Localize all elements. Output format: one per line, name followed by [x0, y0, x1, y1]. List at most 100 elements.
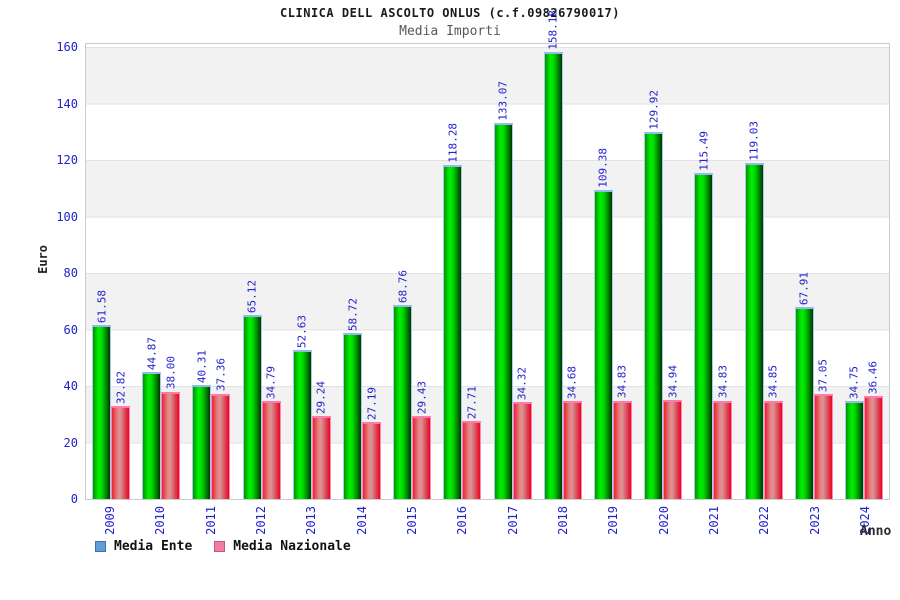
- y-tick-label-140: 140: [56, 96, 78, 111]
- y-tick-label-160: 160: [56, 40, 78, 54]
- x-tick-label-2013: 2013: [304, 506, 319, 535]
- bar-value-label: 109.38: [596, 148, 610, 188]
- bar-value-label: 34.75: [847, 365, 861, 399]
- x-tick-label-2011: 2011: [203, 506, 218, 535]
- x-tick-label-2015: 2015: [405, 506, 420, 535]
- media-nazionale-bar-2021: 34.83: [713, 365, 733, 499]
- bar-value-label: 133.07: [496, 81, 510, 122]
- bar-group-2012: 65.12 34.79: [237, 44, 287, 499]
- bar-value-label: 34.83: [716, 365, 730, 399]
- bar-value-label: 34.79: [264, 365, 278, 399]
- x-tick-label-2017: 2017: [505, 506, 520, 535]
- media-nazionale-bar-2011: 37.36: [211, 358, 231, 499]
- bar-value-label: 68.76: [396, 269, 410, 303]
- media-ente-bar-2010: 44.87: [142, 337, 162, 499]
- media-nazionale-bar-2009: 32.82: [111, 371, 131, 499]
- bar-value-label: 61.58: [95, 289, 109, 323]
- legend-item-media-nazionale: Media Nazionale: [214, 539, 351, 554]
- media-nazionale-swatch-icon: [214, 541, 226, 552]
- bar-value-label: 52.63: [295, 315, 309, 349]
- x-tick-label-2012: 2012: [254, 506, 269, 535]
- media-ente-bar-2009: 61.58: [92, 290, 112, 499]
- media-nazionale-bar-2022: 34.85: [763, 365, 783, 499]
- x-tick-label-2009: 2009: [103, 506, 118, 535]
- bar-value-label: 34.68: [565, 365, 579, 399]
- y-tick-label-120: 120: [56, 153, 78, 167]
- media-ente-bar-2019: 109.38: [593, 148, 613, 499]
- y-tick-label-100: 100: [56, 209, 78, 224]
- bar-value-label: 29.43: [415, 380, 429, 414]
- media-nazionale-bar-2024: 36.46: [863, 361, 883, 499]
- bar-group-2009: 61.58 32.82: [86, 44, 136, 499]
- bar-value-label: 58.72: [346, 297, 360, 332]
- y-tick-label-20: 20: [63, 435, 78, 450]
- bar-value-label: 158.18: [546, 10, 560, 51]
- bar-group-2015: 68.76 29.43: [387, 44, 437, 499]
- bar-value-label: 119.03: [747, 120, 761, 161]
- media-nazionale-bar-2013: 29.24: [311, 381, 331, 499]
- media-ente-bar-2015: 68.76: [393, 270, 413, 499]
- media-ente-bar-2017: 133.07: [493, 81, 513, 499]
- bar-value-label: 65.12: [245, 279, 259, 313]
- media-nazionale-bar-2016: 27.71: [462, 386, 482, 499]
- media-ente-bar-2023: 67.91: [794, 272, 814, 499]
- media-ente-swatch-icon: [95, 541, 106, 552]
- legend: Media Ente Media Nazionale: [95, 539, 351, 554]
- media-nazionale-bar-2018: 34.68: [562, 366, 582, 499]
- media-ente-bar-2016: 118.28: [443, 123, 463, 499]
- media-ente-bar-2012: 65.12: [242, 280, 262, 499]
- media-nazionale-bar-2012: 34.79: [261, 366, 281, 499]
- media-nazionale-bar-2017: 34.32: [512, 367, 532, 499]
- bar-group-2017: 133.07 34.32: [488, 44, 538, 499]
- bar-group-2013: 52.63 29.24: [287, 44, 337, 499]
- bar-value-label: 37.36: [214, 358, 228, 392]
- bar-value-label: 34.94: [666, 365, 680, 399]
- x-tick-label-2016: 2016: [455, 506, 470, 535]
- y-tick-label-80: 80: [63, 266, 78, 280]
- bar-value-label: 34.32: [515, 366, 529, 400]
- bar-value-label: 34.85: [766, 365, 780, 399]
- bar-group-2021: 115.49 34.83: [688, 44, 738, 499]
- media-nazionale-bar-2020: 34.94: [663, 365, 683, 499]
- bar-value-label: 32.82: [114, 371, 128, 405]
- bar-group-2019: 109.38 34.83: [588, 44, 638, 499]
- media-ente-bar-2021: 115.49: [694, 131, 714, 499]
- bar-value-label: 37.05: [816, 359, 830, 393]
- media-ente-bar-2018: 158.18: [543, 10, 563, 499]
- bar-group-2022: 119.03 34.85: [738, 44, 788, 499]
- bar-value-label: 27.19: [365, 387, 379, 421]
- chart-title: CLINICA DELL ASCOLTO ONLUS (c.f.09826790…: [280, 6, 620, 20]
- x-tick-label-2014: 2014: [354, 506, 369, 535]
- media-ente-bar-2014: 58.72: [343, 298, 363, 499]
- bar-value-label: 129.92: [647, 90, 661, 130]
- bar-value-label: 34.83: [615, 365, 629, 399]
- bar-value-label: 115.49: [697, 130, 711, 171]
- x-tick-label-2019: 2019: [606, 506, 621, 535]
- bar-group-2010: 44.87 38.00: [136, 44, 186, 499]
- bar-value-label: 29.24: [314, 381, 328, 415]
- bar-value-label: 67.91: [797, 272, 811, 306]
- bar-value-label: 27.71: [465, 385, 479, 419]
- bar-group-2011: 40.31 37.36: [186, 44, 236, 499]
- bar-value-label: 44.87: [145, 337, 159, 371]
- legend-label: Media Nazionale: [233, 539, 351, 554]
- x-tick-label-2023: 2023: [807, 506, 822, 535]
- legend-label: Media Ente: [114, 539, 193, 554]
- bar-group-2024: 34.75 36.46: [839, 44, 889, 499]
- media-ente-bar-2024: 34.75: [844, 366, 864, 499]
- y-tick-label-40: 40: [63, 379, 78, 393]
- bar-group-2020: 129.92 34.94: [638, 44, 688, 499]
- media-ente-bar-2020: 129.92: [644, 90, 664, 499]
- media-nazionale-bar-2015: 29.43: [412, 381, 432, 499]
- media-ente-bar-2013: 52.63: [292, 315, 312, 499]
- media-nazionale-bar-2010: 38.00: [161, 356, 181, 499]
- legend-item-media-ente: Media Ente: [95, 539, 192, 554]
- plot-area: 61.58 32.82 44.87 38.00 40.31 37.36 65.12 34.79…: [85, 10, 890, 500]
- media-nazionale-bar-2014: 27.19: [362, 387, 382, 499]
- bar-value-label: 40.31: [195, 349, 209, 384]
- bar-group-2014: 58.72 27.19: [337, 44, 387, 499]
- x-tick-label-2022: 2022: [757, 506, 772, 535]
- bar-group-2018: 158.18 34.68: [538, 10, 588, 499]
- media-ente-bar-2022: 119.03: [744, 121, 764, 499]
- bar-value-label: 118.28: [446, 123, 460, 163]
